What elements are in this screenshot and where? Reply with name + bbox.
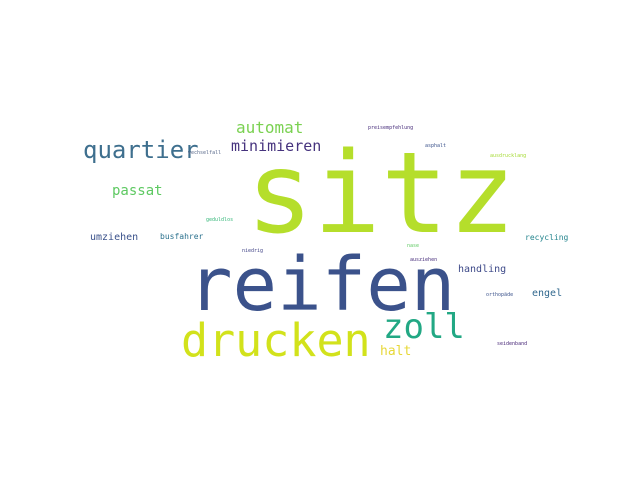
word-quartier: quartier [83,136,199,164]
word-niedrig: niedrig [242,248,264,254]
word-ausdrucklang: ausdrucklang [490,153,527,159]
word-geduldlos: geduldlos [206,217,234,223]
word-nase: nase [407,243,420,249]
word-preisempfehlung: preisempfehlung [368,125,414,131]
word-automat: automat [236,118,304,137]
word-busfahrer: busfahrer [160,232,204,241]
word-wechselfall: wechselfall [188,150,222,156]
word-ausziehen: ausziehen [410,257,438,263]
word-seidenband: seidenband [497,341,528,347]
word-recycling: recycling [525,233,569,242]
word-halt: halt [380,344,412,359]
word-passat: passat [112,183,163,199]
word-handling: handling [458,264,507,275]
word-sitz: sitz [246,129,516,259]
word-orthopaede: orthopäde [486,292,514,298]
word-drucken: drucken [181,314,371,367]
word-asphalt: asphalt [425,143,447,149]
word-engel: engel [532,288,563,299]
word-umziehen: umziehen [90,232,139,243]
word-minimieren: minimieren [231,137,322,155]
word-reifen: reifen [188,242,456,328]
word-zoll: zoll [383,307,465,347]
